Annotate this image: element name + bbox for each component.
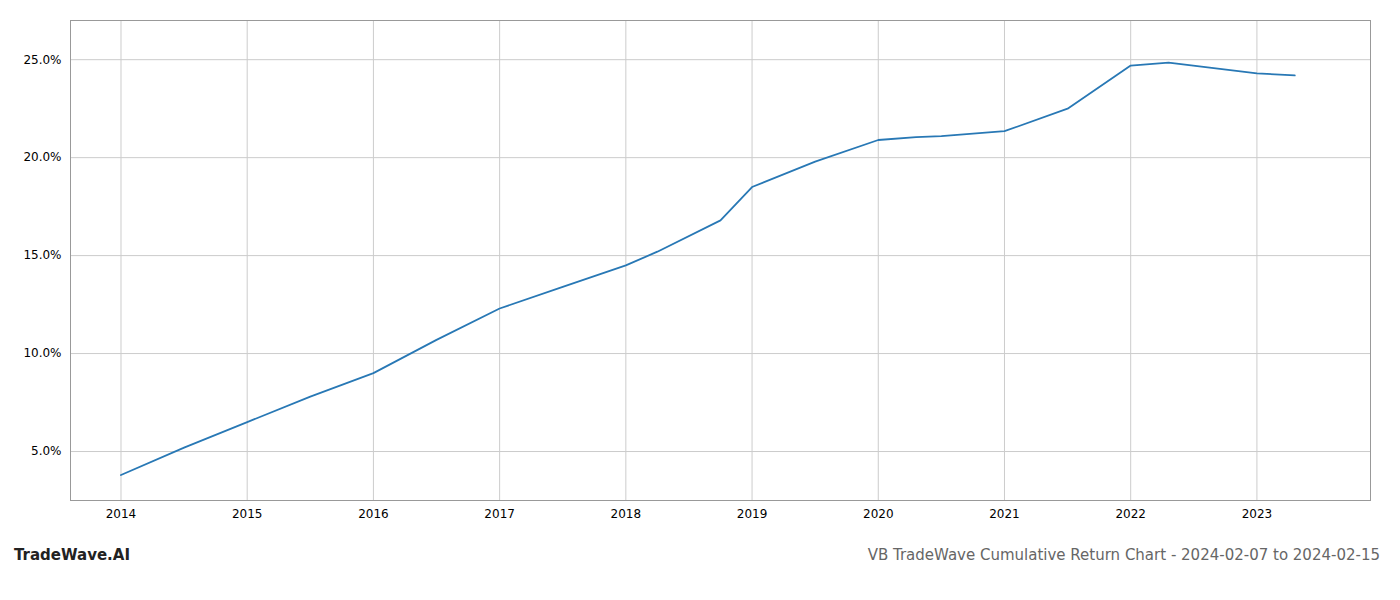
svg-text:2018: 2018 xyxy=(611,507,642,521)
svg-text:5.0%: 5.0% xyxy=(31,444,62,458)
html-text:TradeWave.AI: TradeWave.AI xyxy=(14,546,130,564)
svg-text:2015: 2015 xyxy=(232,507,263,521)
svg-text:2022: 2022 xyxy=(1115,507,1146,521)
svg-text:10.0%: 10.0% xyxy=(23,346,61,360)
svg-text:2014: 2014 xyxy=(106,507,137,521)
svg-text:2021: 2021 xyxy=(989,507,1020,521)
svg-text:2016: 2016 xyxy=(358,507,389,521)
svg-text:2020: 2020 xyxy=(863,507,894,521)
svg-text:20.0%: 20.0% xyxy=(23,150,61,164)
svg-text:2017: 2017 xyxy=(484,507,515,521)
svg-text:2023: 2023 xyxy=(1242,507,1273,521)
svg-text:2019: 2019 xyxy=(737,507,768,521)
html-text:VB TradeWave Cumulative Return: VB TradeWave Cumulative Return Chart - 2… xyxy=(867,546,1380,564)
svg-text:15.0%: 15.0% xyxy=(23,248,61,262)
svg-text:25.0%: 25.0% xyxy=(23,53,61,67)
